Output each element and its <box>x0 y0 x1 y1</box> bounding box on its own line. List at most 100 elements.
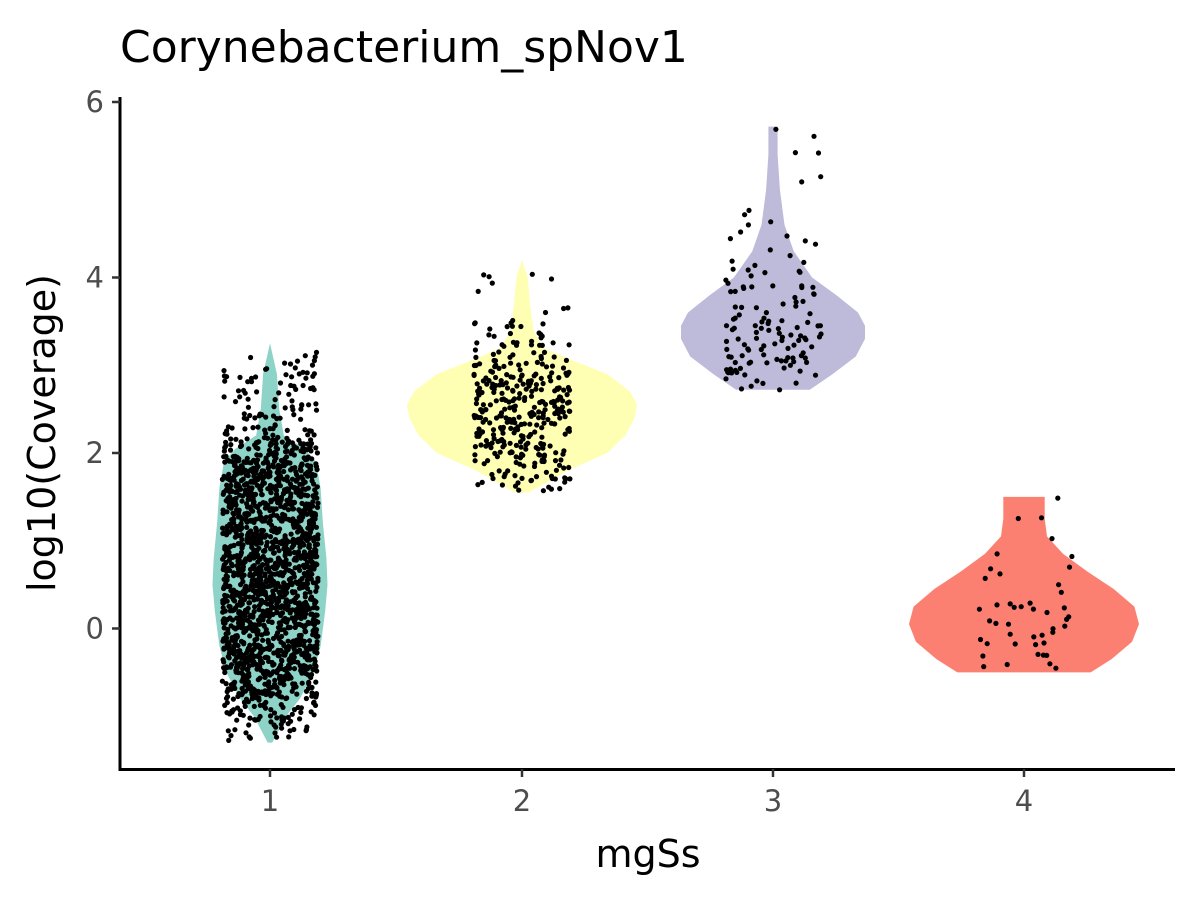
data-point <box>982 575 988 582</box>
data-point <box>259 412 265 418</box>
data-point <box>1030 606 1036 612</box>
data-point <box>723 323 730 329</box>
data-point <box>538 375 544 381</box>
data-point <box>471 372 477 378</box>
data-point <box>221 562 227 568</box>
data-point <box>283 630 289 636</box>
data-point <box>284 666 290 672</box>
data-point <box>293 609 300 615</box>
data-point <box>231 573 237 579</box>
data-point <box>521 397 528 403</box>
data-point <box>493 415 500 421</box>
data-point <box>284 435 290 441</box>
data-point <box>225 728 231 734</box>
data-point <box>809 344 815 350</box>
data-point <box>223 664 230 670</box>
data-point <box>263 557 269 563</box>
data-point <box>802 238 808 244</box>
data-point <box>289 476 296 482</box>
data-point <box>507 405 513 411</box>
data-point <box>220 566 226 573</box>
data-point <box>242 511 248 517</box>
data-point <box>310 520 317 526</box>
data-point <box>816 334 823 340</box>
data-point <box>758 325 764 331</box>
data-point <box>229 425 235 431</box>
data-point <box>315 500 321 506</box>
data-point <box>295 537 301 543</box>
data-point <box>304 447 310 453</box>
data-point <box>304 511 310 517</box>
data-point <box>235 470 241 476</box>
data-point <box>313 588 319 594</box>
data-point <box>244 524 250 531</box>
data-point <box>228 442 234 448</box>
data-point <box>496 365 502 371</box>
data-point <box>281 715 287 721</box>
data-point <box>272 537 279 543</box>
data-point <box>308 672 315 678</box>
data-point <box>310 499 316 505</box>
data-point <box>534 422 540 428</box>
data-point <box>302 492 308 498</box>
data-point <box>237 374 243 380</box>
data-point <box>252 604 258 610</box>
data-point <box>257 657 263 664</box>
data-point <box>257 514 263 520</box>
data-point <box>988 566 994 572</box>
data-point <box>484 381 490 387</box>
data-point <box>512 403 518 409</box>
data-point <box>268 599 274 605</box>
data-point <box>278 702 284 708</box>
data-point <box>525 440 531 446</box>
data-point <box>312 511 318 517</box>
data-point <box>239 498 245 504</box>
data-point <box>244 535 250 541</box>
data-point <box>792 150 799 156</box>
data-point <box>223 635 230 641</box>
data-point <box>257 702 263 708</box>
data-point <box>296 600 302 606</box>
data-point <box>282 360 288 366</box>
data-point <box>531 404 538 410</box>
data-point <box>221 489 227 495</box>
data-point <box>309 684 315 691</box>
data-point <box>276 390 282 396</box>
data-point <box>270 611 276 618</box>
data-point <box>487 420 493 426</box>
data-point <box>258 487 264 493</box>
data-point <box>299 553 305 560</box>
data-point <box>566 342 572 348</box>
data-point <box>225 457 231 463</box>
data-point <box>251 519 257 526</box>
data-point <box>517 377 523 383</box>
data-point <box>1066 614 1072 620</box>
data-point <box>501 442 507 448</box>
data-point <box>803 337 809 343</box>
data-point <box>245 404 251 410</box>
data-point <box>291 549 297 556</box>
data-point <box>739 304 745 310</box>
data-point <box>247 572 253 579</box>
data-point <box>477 361 483 367</box>
data-point <box>980 653 986 659</box>
data-point <box>268 497 274 503</box>
data-point <box>267 426 273 432</box>
data-point <box>260 585 266 591</box>
data-point <box>264 539 270 546</box>
data-point <box>306 402 312 408</box>
data-point <box>766 327 772 333</box>
data-point <box>315 532 321 538</box>
data-point <box>308 556 314 563</box>
data-point <box>251 547 257 553</box>
data-point <box>239 678 245 684</box>
data-point <box>306 469 312 475</box>
data-point <box>250 496 256 502</box>
data-point <box>287 624 293 631</box>
data-point <box>289 688 295 694</box>
data-point <box>552 458 559 464</box>
data-point <box>510 387 516 393</box>
data-point <box>288 531 294 537</box>
data-point <box>262 505 268 511</box>
data-point <box>549 475 555 482</box>
